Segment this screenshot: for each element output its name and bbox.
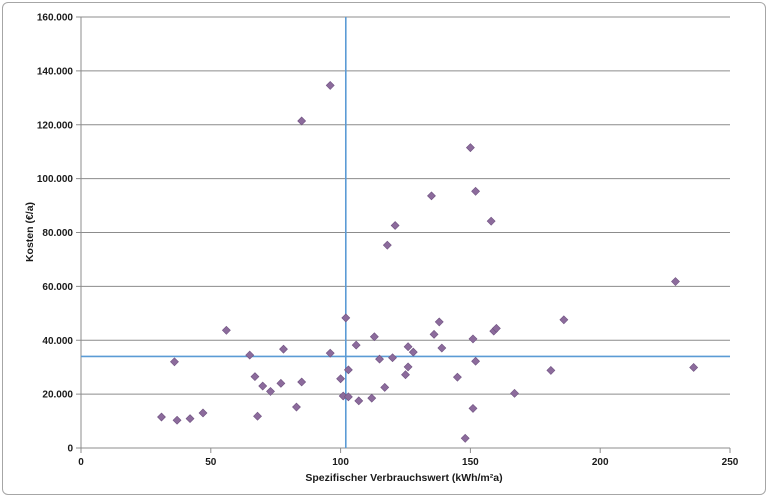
x-tick-label-3: 150 xyxy=(462,457,479,468)
data-point-14 xyxy=(297,377,307,387)
y-tick-label-1: 20.000 xyxy=(42,390,73,401)
data-point-33 xyxy=(403,362,413,372)
y-tick-label-6: 120.000 xyxy=(37,120,74,131)
data-point-9 xyxy=(258,381,268,391)
data-point-7 xyxy=(250,372,260,382)
y-tick-label-0: 0 xyxy=(67,444,73,455)
data-point-43 xyxy=(468,403,478,413)
data-point-29 xyxy=(382,240,392,250)
y-tick-label-2: 40.000 xyxy=(42,336,73,347)
x-tick-label-0: 0 xyxy=(78,457,84,468)
data-point-35 xyxy=(408,347,418,357)
y-tick-label-3: 60.000 xyxy=(42,282,73,293)
data-point-32 xyxy=(401,370,410,380)
y-tick-label-5: 100.000 xyxy=(37,174,74,185)
data-point-52 xyxy=(559,315,569,325)
data-point-1 xyxy=(170,357,179,367)
x-tick-label-1: 50 xyxy=(205,457,217,468)
data-point-34 xyxy=(403,342,413,352)
data-point-28 xyxy=(380,382,390,392)
data-point-21 xyxy=(343,365,353,375)
data-point-10 xyxy=(266,387,275,396)
x-axis-title: Spezifischer Verbrauchswert (kWh/m²a) xyxy=(305,472,502,484)
x-tick-label-2: 100 xyxy=(332,457,349,468)
x-tick-label-4: 200 xyxy=(592,457,609,468)
data-point-24 xyxy=(354,396,364,406)
data-point-17 xyxy=(325,80,335,90)
y-tick-label-4: 80.000 xyxy=(42,228,73,239)
data-point-16 xyxy=(325,348,335,358)
data-point-2 xyxy=(172,415,182,425)
data-point-40 xyxy=(452,372,462,382)
data-point-20 xyxy=(341,313,351,323)
data-point-31 xyxy=(390,221,400,230)
data-point-12 xyxy=(279,344,288,354)
data-point-51 xyxy=(546,365,556,375)
data-point-26 xyxy=(369,332,379,342)
data-point-46 xyxy=(471,356,481,366)
gridlines xyxy=(81,16,730,395)
y-tick-label-8: 160.000 xyxy=(37,13,74,24)
reference-lines xyxy=(81,17,730,448)
data-point-13 xyxy=(292,402,301,412)
data-point-23 xyxy=(351,340,361,350)
data-point-53 xyxy=(671,277,680,286)
x-tick-label-5: 250 xyxy=(722,457,739,468)
data-point-36 xyxy=(427,191,436,201)
data-point-50 xyxy=(510,388,519,398)
data-point-8 xyxy=(253,411,262,421)
y-tick-labels: 0 20.000 40.000 60.000 80.000 100.000 120.000 1… xyxy=(37,13,74,455)
data-point-42 xyxy=(465,143,475,153)
data-point-54 xyxy=(689,363,699,372)
data-point-4 xyxy=(198,408,208,418)
data-points xyxy=(157,80,699,443)
data-point-49 xyxy=(491,323,501,333)
data-point-5 xyxy=(221,325,231,335)
data-point-22 xyxy=(343,392,353,402)
y-axis-title: Kosten (€/a) xyxy=(24,202,36,262)
data-point-18 xyxy=(336,374,346,384)
data-point-38 xyxy=(434,317,444,327)
data-point-27 xyxy=(375,354,384,364)
data-point-47 xyxy=(486,216,496,226)
data-point-3 xyxy=(185,414,195,424)
data-point-11 xyxy=(276,378,286,388)
data-point-41 xyxy=(460,433,470,443)
x-tick-labels: 0 50 100 150 200 250 xyxy=(78,457,739,468)
data-point-15 xyxy=(297,116,307,126)
data-point-0 xyxy=(157,412,166,422)
data-point-30 xyxy=(388,353,397,363)
axes xyxy=(76,16,731,453)
data-point-45 xyxy=(471,186,481,196)
data-point-44 xyxy=(468,334,478,344)
data-point-39 xyxy=(437,343,447,353)
data-point-37 xyxy=(429,329,439,339)
data-point-6 xyxy=(245,350,255,360)
data-point-25 xyxy=(367,393,377,403)
y-tick-label-7: 140.000 xyxy=(37,66,74,77)
